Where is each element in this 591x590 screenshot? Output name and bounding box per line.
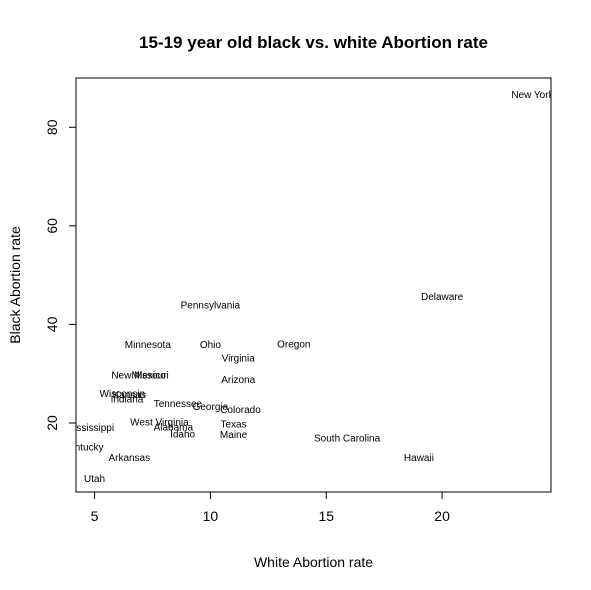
point-label: Maine (220, 430, 248, 441)
point-label: South Carolina (314, 433, 381, 444)
point-label: Delaware (421, 292, 464, 303)
point-label: Mississippi (66, 423, 114, 434)
x-tick-label: 15 (318, 508, 334, 524)
point-label: Texas (220, 419, 246, 430)
point-label: Pennsylvania (181, 301, 241, 312)
point-label: New Mexico (111, 371, 166, 382)
point-label: Minnesota (125, 340, 172, 351)
point-label: Colorado (220, 405, 261, 416)
x-tick-label: 10 (203, 508, 219, 524)
point-label: Oregon (277, 340, 310, 351)
chart-title: 15-19 year old black vs. white Abortion … (139, 33, 488, 52)
point-label: Georgia (193, 402, 229, 413)
point-label: Virginia (222, 353, 256, 364)
point-label: Arizona (221, 375, 255, 386)
point-label: Utah (84, 474, 105, 485)
point-label: Hawaii (404, 453, 434, 464)
x-axis: 5 10 15 20 (91, 491, 450, 524)
point-label: Kansas (113, 390, 146, 401)
point-label: Wisconsin (100, 389, 146, 400)
point-label: Indiana (111, 394, 144, 405)
x-tick-label: 5 (91, 508, 99, 524)
point-label: New York (511, 90, 554, 101)
point-label: Ohio (200, 340, 222, 351)
point-label: Alabama (154, 422, 194, 433)
point-label: Missouri (132, 371, 169, 382)
point-label: Kentucky (62, 443, 103, 454)
data-points: New York Delaware Pennsylvania Minnesota Ohi… (62, 90, 554, 485)
y-tick-label: 60 (44, 218, 60, 234)
y-tick-label: 80 (44, 119, 60, 135)
y-tick-label: 40 (44, 316, 60, 332)
point-label: Tennessee (154, 399, 203, 410)
point-label: Idaho (170, 429, 195, 440)
plot-area-frame (75, 77, 552, 493)
y-tick-label: 20 (44, 415, 60, 431)
x-axis-label: White Abortion rate (254, 554, 373, 570)
y-axis: 20 40 60 80 (44, 119, 77, 431)
x-tick-label: 20 (434, 508, 450, 524)
point-label: Arkansas (108, 453, 150, 464)
y-axis-label: Black Abortion rate (7, 226, 23, 344)
point-label: West Virginia (130, 418, 189, 429)
